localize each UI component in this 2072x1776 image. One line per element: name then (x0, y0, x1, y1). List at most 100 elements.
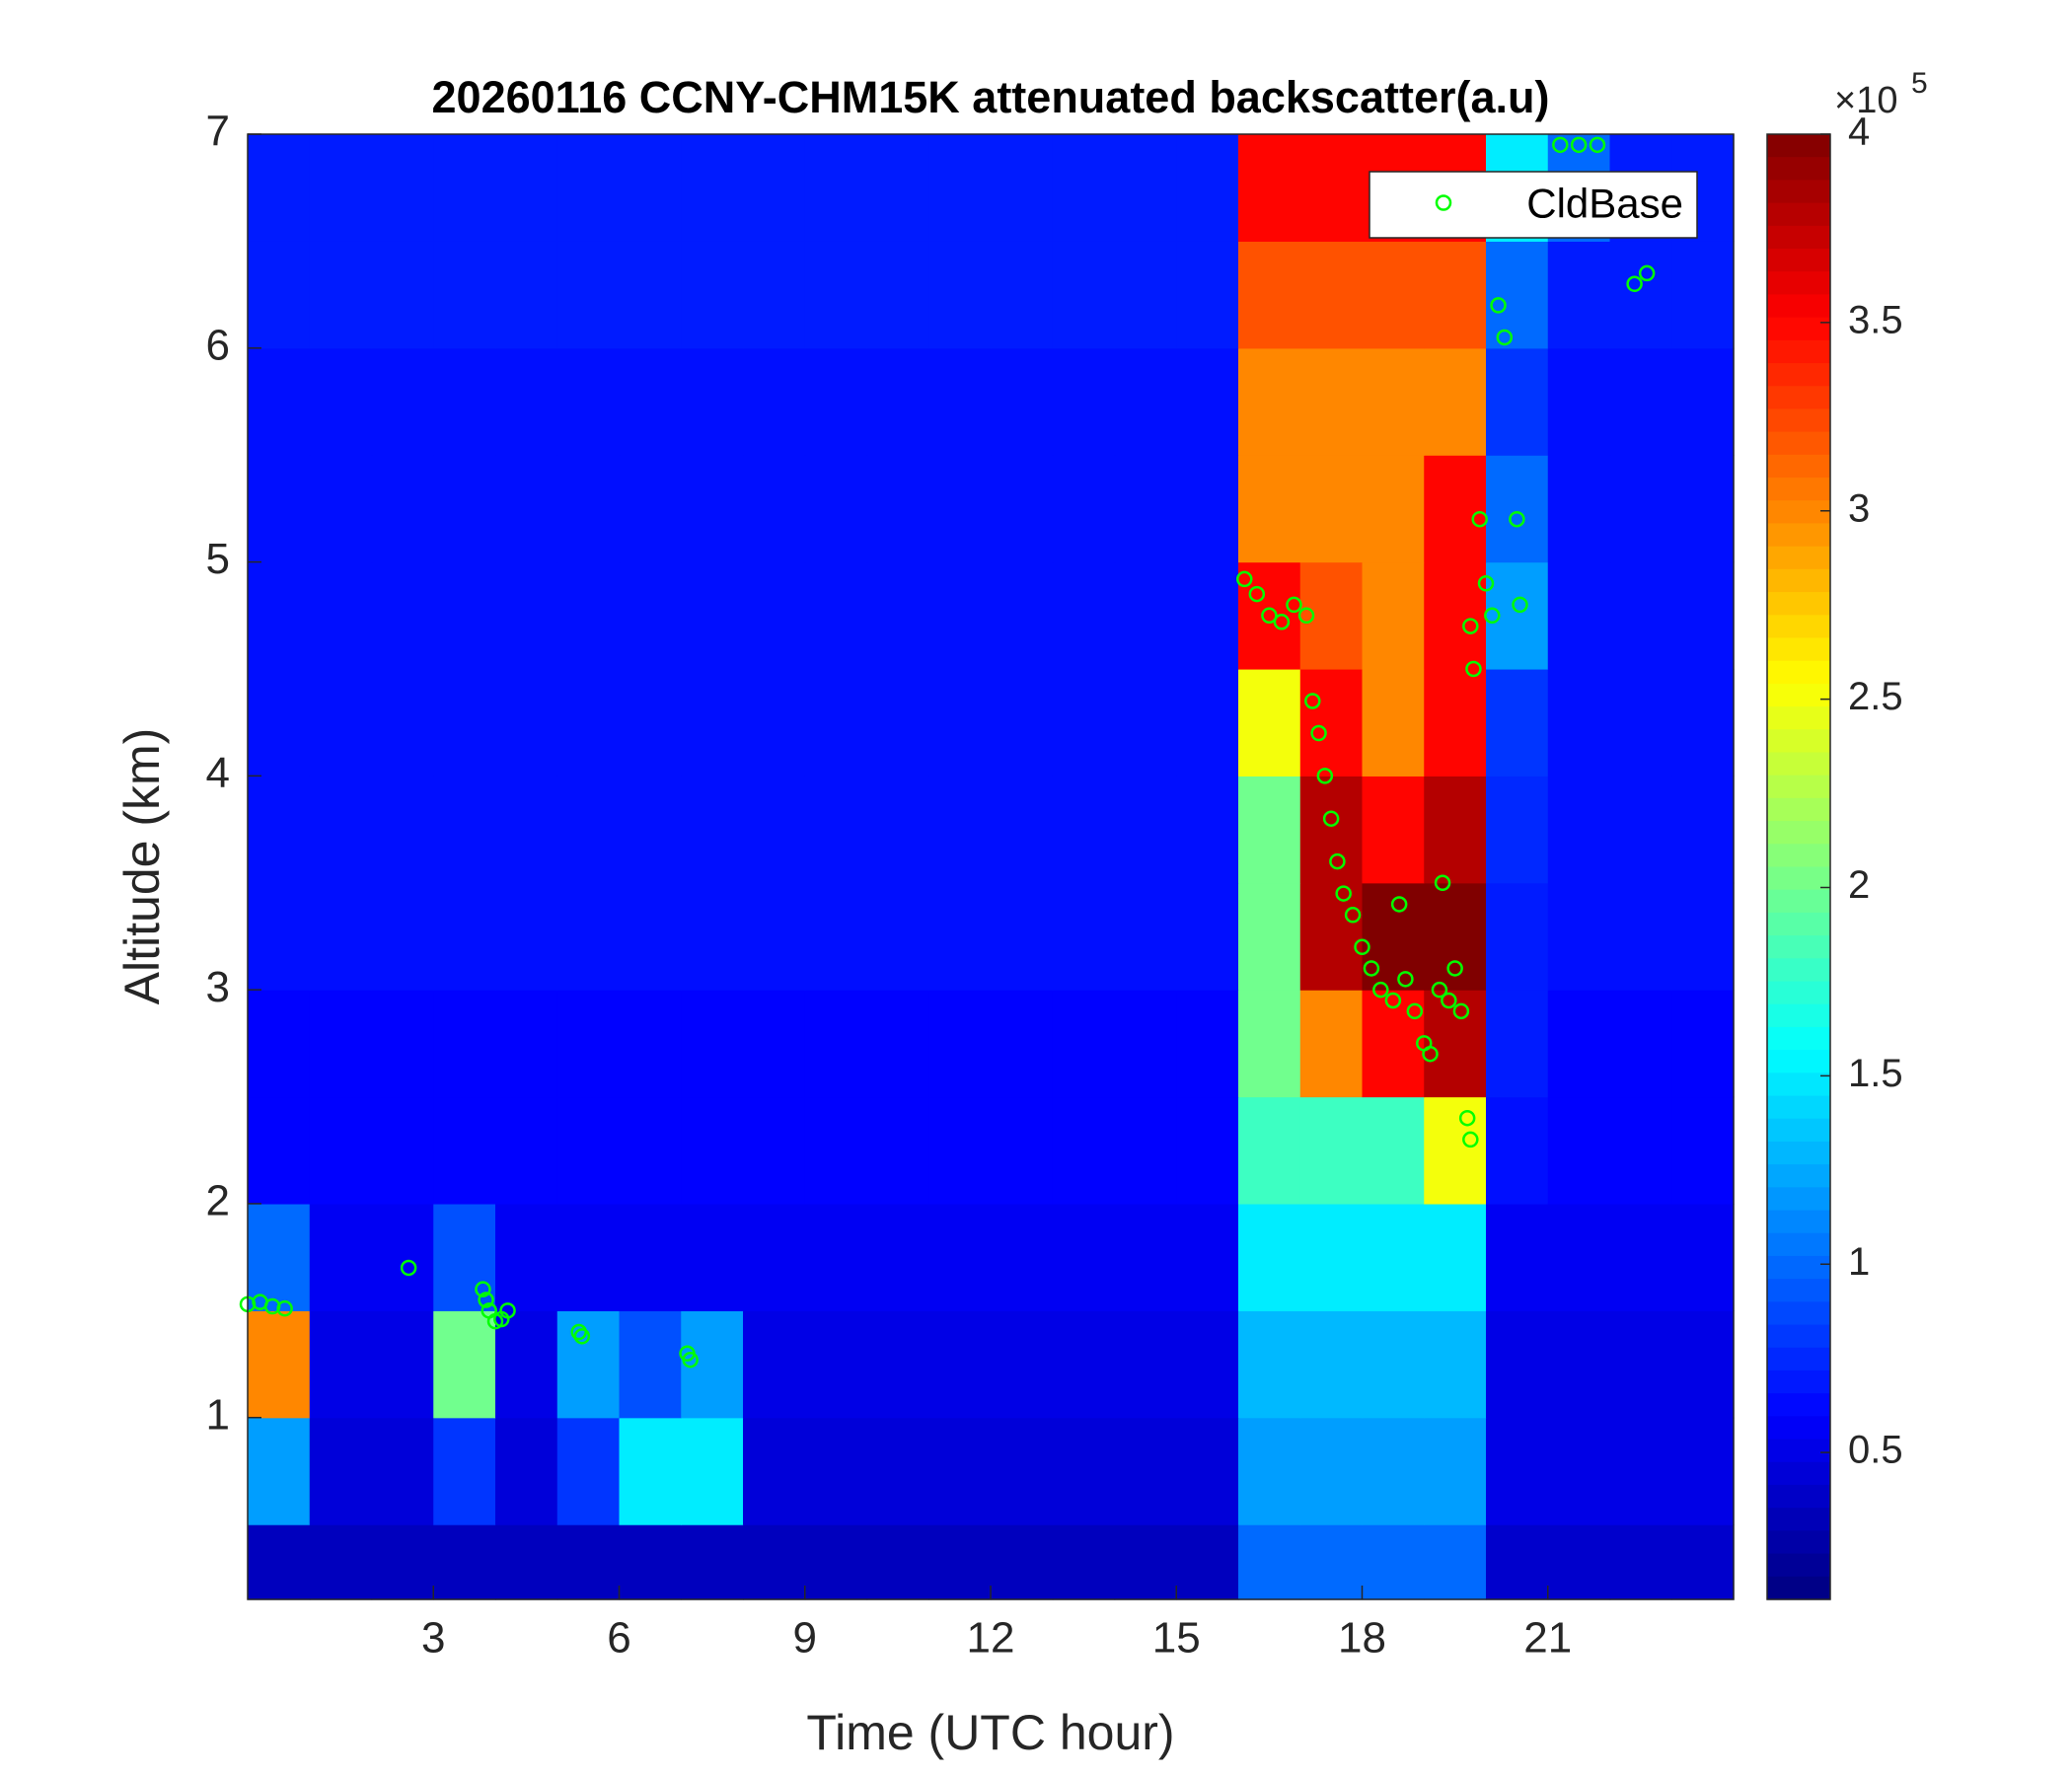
cloud-base-point (1570, 136, 1588, 154)
colorbar-step (1767, 1553, 1830, 1578)
heatmap-cell (1114, 668, 1177, 777)
heatmap-cell (433, 882, 496, 991)
heatmap-cell (1424, 1524, 1487, 1600)
y-axis-label: Altitude (km) (114, 728, 170, 1005)
heatmap-cell (743, 455, 806, 563)
cloud-base-point (1638, 264, 1656, 282)
heatmap-cell (928, 882, 992, 991)
legend-marker (1435, 194, 1452, 211)
heatmap-cell (1362, 1096, 1425, 1205)
cloud-base-point (1471, 510, 1488, 528)
heatmap-cell (1547, 882, 1611, 991)
colorbar-step (1767, 431, 1830, 456)
heatmap-cell (556, 1417, 621, 1525)
cloud-base-point (475, 1281, 491, 1297)
legend-label: CldBase (1526, 181, 1683, 227)
heatmap-cell (991, 668, 1054, 777)
heatmap-cell (495, 1524, 558, 1600)
cloud-base-series (239, 136, 1656, 1369)
heatmap-cell (556, 1203, 621, 1311)
heatmap-cell (804, 882, 868, 991)
cloud-base-point (1496, 329, 1514, 346)
x-tick-label: 12 (967, 1614, 1015, 1663)
heatmap-cell (1424, 241, 1487, 349)
heatmap-cell (681, 776, 744, 884)
colorbar-step (1767, 249, 1830, 272)
heatmap-cell (681, 1417, 744, 1525)
heatmap-cell (619, 1524, 682, 1600)
heatmap-cell (433, 990, 496, 1098)
heatmap-cell (1671, 455, 1735, 563)
heatmap-cell (1609, 776, 1672, 884)
heatmap-cell (991, 882, 1054, 991)
heatmap-cell (1114, 1417, 1177, 1525)
colorbar-step (1767, 523, 1830, 548)
heatmap-cell (1238, 241, 1301, 349)
heatmap-cell (248, 776, 311, 884)
heatmap-cell (248, 455, 311, 563)
heatmap-cell (1176, 1417, 1239, 1525)
colorbar-step (1767, 1210, 1830, 1234)
cloud-base-point (1354, 938, 1370, 956)
heatmap-cell (804, 134, 868, 242)
colorbar-tick-label: 3.5 (1848, 298, 1903, 341)
heatmap-cell (743, 134, 806, 242)
colorbar-step (1767, 1301, 1830, 1326)
heatmap-cell (1176, 776, 1239, 884)
heatmap-cell (1362, 776, 1425, 884)
colorbar-step (1767, 454, 1830, 479)
colorbar-step (1767, 752, 1830, 777)
x-tick-label: 18 (1338, 1614, 1386, 1663)
heatmap-cell (309, 1096, 373, 1205)
heatmap-cell (1299, 1524, 1364, 1600)
heatmap-cell (248, 241, 311, 349)
heatmap-cell (309, 1417, 373, 1525)
cloud-base-point (1310, 724, 1327, 742)
heatmap-cell (804, 1417, 868, 1525)
legend-box (1369, 171, 1698, 239)
y-tick-label: 1 (206, 1390, 230, 1439)
colorbar-step (1767, 1484, 1830, 1509)
colorbar-step (1767, 225, 1830, 250)
heatmap-cell (1299, 1417, 1364, 1525)
heatmap-cell (371, 1524, 434, 1600)
heatmap-cell (1671, 241, 1735, 349)
cloud-base-point (1406, 1002, 1424, 1020)
cloud-base-point (1434, 874, 1451, 892)
cloud-base-point (1446, 960, 1463, 977)
colorbar-step (1767, 1508, 1830, 1531)
cloud-base-point (1626, 275, 1643, 293)
heatmap-cell (1114, 134, 1177, 242)
colorbar-step (1767, 1187, 1830, 1212)
heatmap-cell (1238, 1524, 1301, 1600)
heatmap-cell (928, 990, 992, 1098)
heatmap-cell (804, 1096, 868, 1205)
heatmap-cell (309, 1203, 373, 1311)
heatmap-cell (1114, 776, 1177, 884)
colorbar-step (1767, 1324, 1830, 1349)
heatmap-cell (495, 455, 558, 563)
cloud-base-point (1552, 136, 1569, 154)
heatmap-cell (1609, 241, 1672, 349)
heatmap-cell (1114, 1310, 1177, 1419)
heatmap-cell (1486, 776, 1549, 884)
heatmap-cell (804, 1524, 868, 1600)
heatmap-cell (1052, 776, 1116, 884)
heatmap-cell (1299, 1203, 1364, 1311)
heatmap-cell (619, 1417, 682, 1525)
heatmap-cell (1114, 1524, 1177, 1600)
cloud-base-point (1490, 297, 1507, 314)
heatmap-cell (248, 347, 311, 456)
heatmap-cell (1299, 668, 1364, 777)
heatmap-cell (681, 668, 744, 777)
heatmap-cell (928, 1524, 992, 1600)
heatmap-cell (681, 455, 744, 563)
heatmap-cell (1052, 1203, 1116, 1311)
heatmap-cell (309, 990, 373, 1098)
heatmap-cell (1362, 668, 1425, 777)
cloud-base-point (1322, 810, 1340, 827)
colorbar-step (1767, 339, 1830, 364)
heatmap-cell (1671, 1096, 1735, 1205)
heatmap-cell (248, 990, 311, 1098)
colorbar-step (1767, 1164, 1830, 1188)
